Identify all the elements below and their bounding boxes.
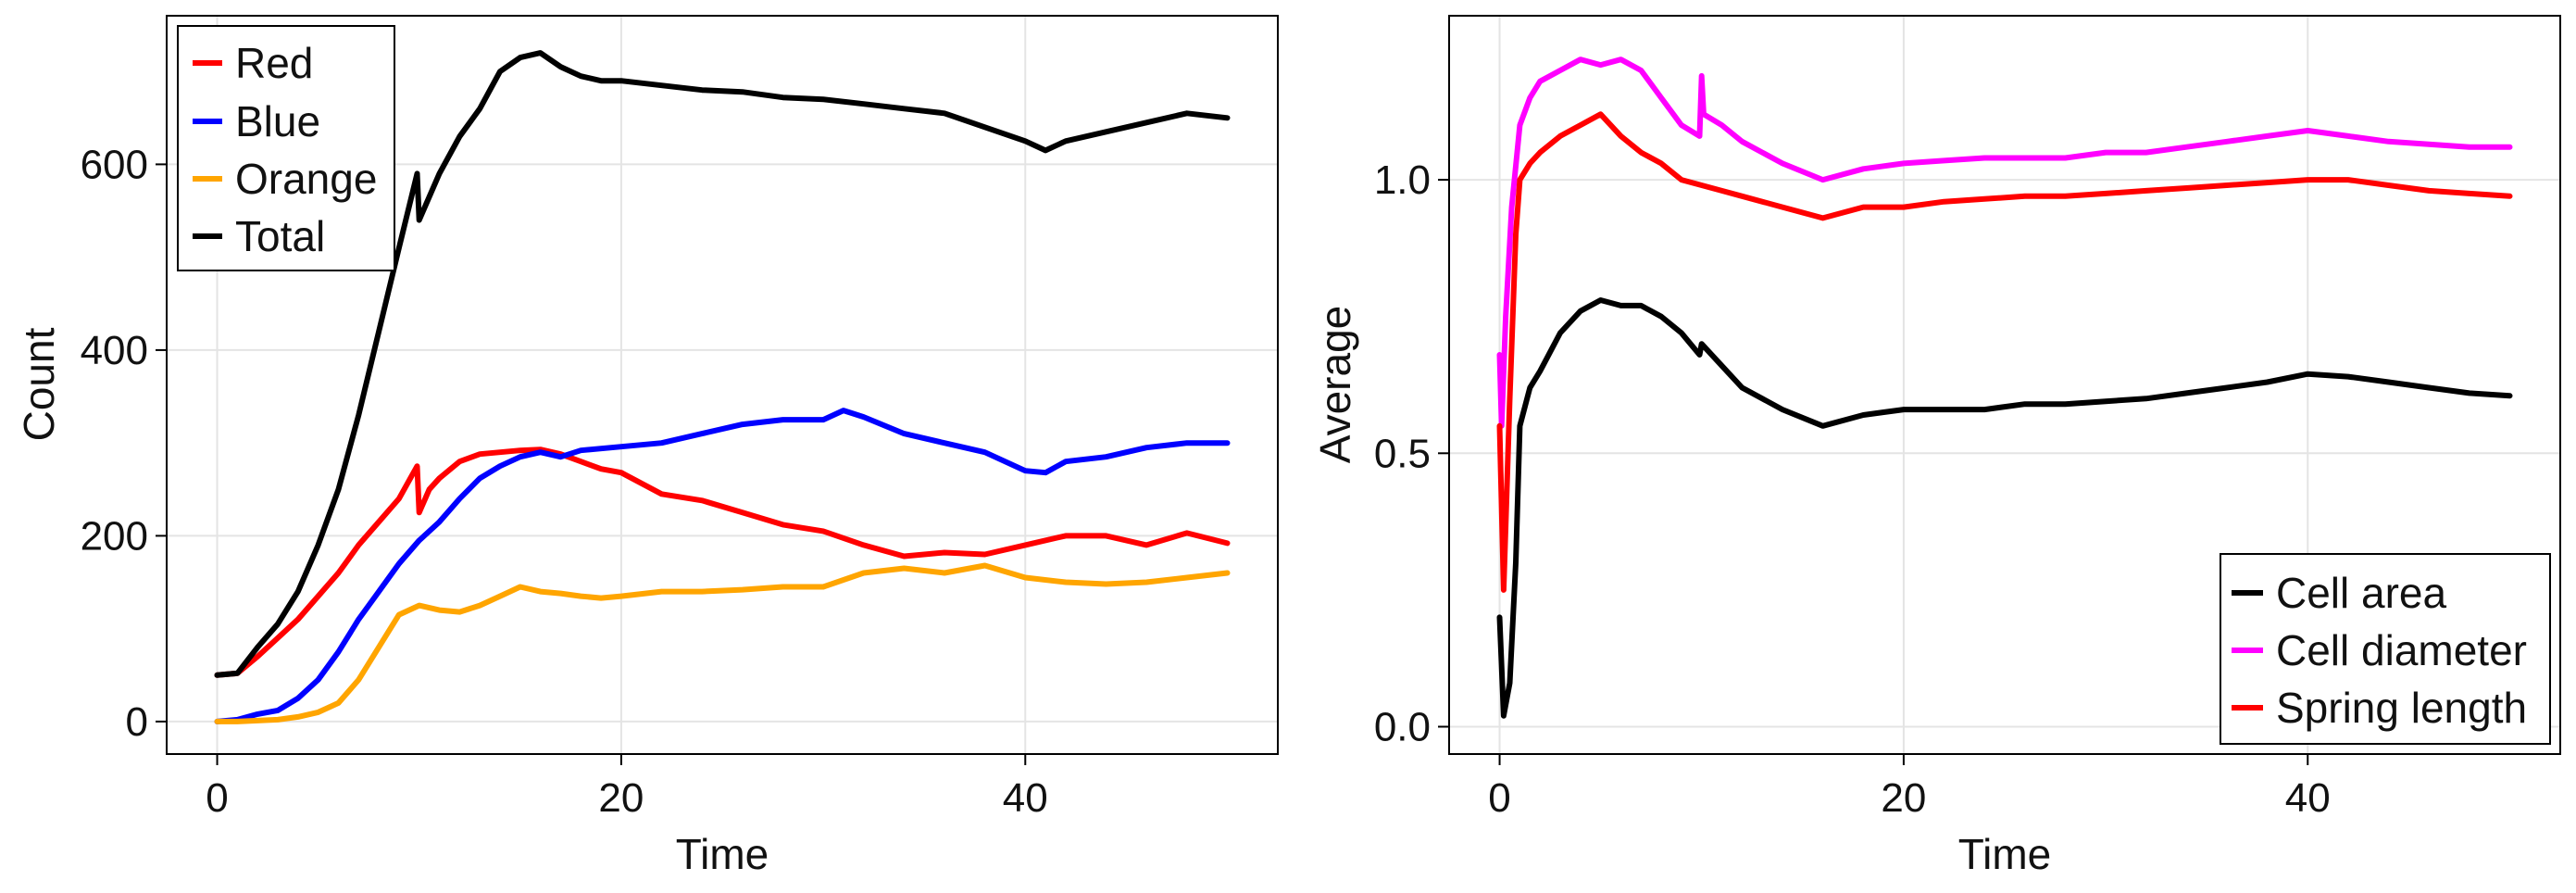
count-legend-box [177,25,395,271]
average-y-tick-label: 0.5 [1374,431,1431,476]
legend-label-orange: Orange [235,155,377,203]
legend-label-total: Total [235,212,325,260]
average-y-axis-title: Average [1311,306,1359,464]
average-series-group [1496,57,2513,719]
series-line-cell-area [1496,297,2513,719]
average-x-tick-label: 20 [1881,775,1926,821]
count-y-tick-label: 600 [81,142,148,187]
average-y-tick-label: 0.0 [1374,704,1431,749]
count-y-axis-title: Count [15,327,63,441]
count-y-tick-label: 0 [126,699,148,745]
count-x-tick-label: 20 [598,775,644,821]
average-axis-ticks [1438,179,2309,765]
average-legend: Cell area Cell diameter Spring length [2220,553,2551,745]
series-line-blue [214,408,1231,724]
count-chart-panel: 0 20 40 0 200 400 600 Time Count Red Blu… [15,15,1279,878]
series-line-spring-length [1496,111,2513,593]
series-line-total [214,50,1231,678]
legend-label-spring-length: Spring length [2276,684,2527,732]
count-y-tick-label: 400 [81,328,148,373]
count-x-tick-label: 0 [206,775,228,821]
count-plot-frame [166,15,1279,755]
average-legend-box [2220,553,2551,745]
average-x-tick-label: 40 [2285,775,2331,821]
count-x-tick-label: 40 [1003,775,1048,821]
count-legend: Red Blue Orange Total [177,25,395,271]
average-x-tick-label: 0 [1488,775,1510,821]
count-axis-ticks [156,163,1027,765]
series-line-orange [214,562,1231,724]
legend-label-cell-area: Cell area [2276,569,2447,617]
count-series-group [214,50,1231,724]
average-y-tick-label: 1.0 [1374,157,1431,203]
average-x-axis-title: Time [1958,830,2052,878]
legend-label-red: Red [235,39,313,87]
average-chart-panel: 0 20 40 0.0 0.5 1.0 Time Average Cell ar… [1311,15,2561,878]
average-plot-frame [1448,15,2561,755]
count-x-axis-title: Time [676,830,769,878]
legend-label-blue: Blue [235,97,320,145]
count-y-tick-label: 200 [81,513,148,559]
legend-label-cell-diameter: Cell diameter [2276,626,2527,674]
series-line-cell-diameter [1496,57,2513,429]
